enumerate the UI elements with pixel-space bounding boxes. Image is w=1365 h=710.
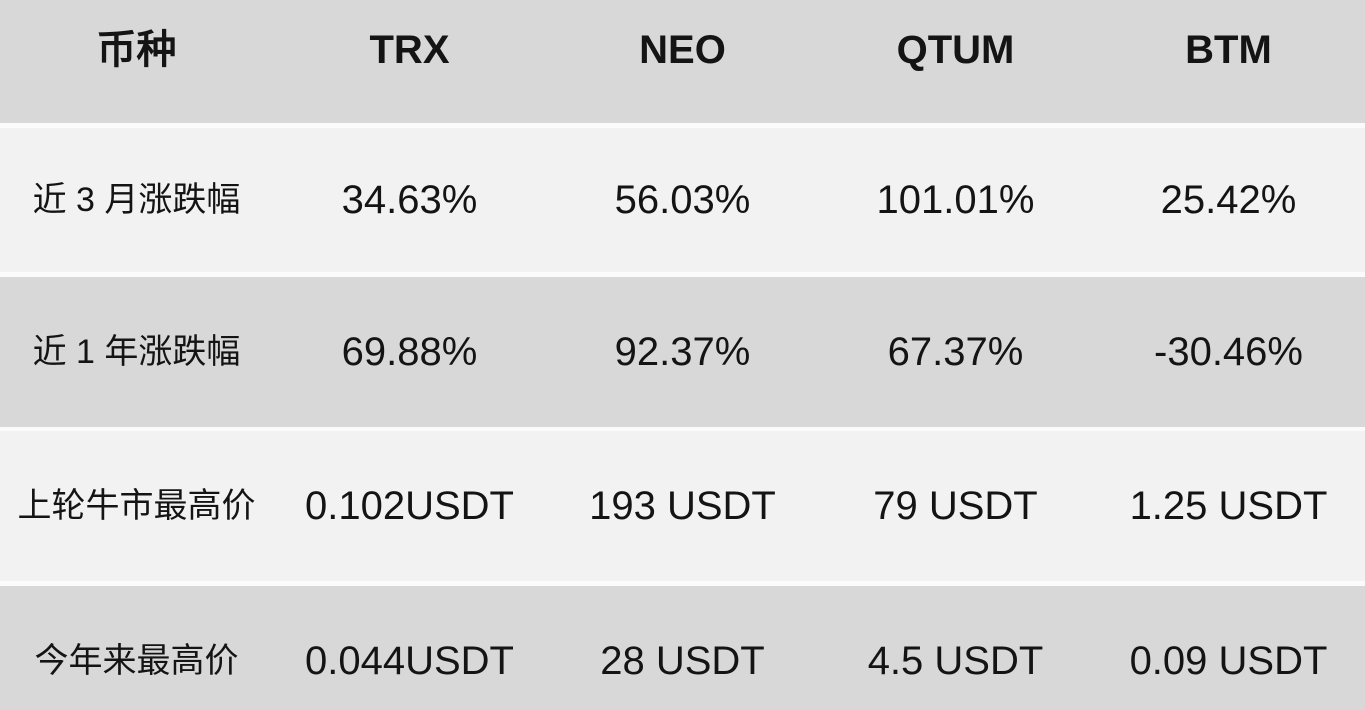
value-cell-neo: 28 USDT: [600, 639, 765, 683]
value-cell-qtum: 101.01%: [876, 178, 1035, 222]
value-cell-btm: 0.09 USDT: [1129, 639, 1328, 683]
header-cell-neo: NEO: [639, 27, 726, 72]
value-cell-trx: 69.88%: [341, 330, 478, 374]
value-cell-btm: 1.25 USDT: [1129, 484, 1328, 528]
value-cell-qtum: 67.37%: [887, 330, 1024, 374]
header-cell-trx: TRX: [369, 27, 450, 72]
value-cell-neo: 56.03%: [614, 178, 751, 222]
row-label: 近 1 年涨跌幅: [32, 333, 241, 371]
table-header-row: 币种 TRX NEO QTUM BTM: [0, 0, 1365, 123]
value-cell-btm: 25.42%: [1160, 178, 1297, 222]
row-label: 上轮牛市最高价: [17, 487, 256, 525]
value-cell-trx: 34.63%: [341, 178, 478, 222]
table-row-ytd-high: 今年来最高价 0.044USDT 28 USDT 4.5 USDT 0.09 U…: [0, 586, 1365, 710]
value-cell-btm: -30.46%: [1154, 330, 1303, 374]
table-row-last-bull-high: 上轮牛市最高价 0.102USDT 193 USDT 79 USDT 1.25 …: [0, 431, 1365, 581]
table-row-3month-change: 近 3 月涨跌幅 34.63% 56.03% 101.01% 25.42%: [0, 128, 1365, 272]
value-cell-qtum: 4.5 USDT: [867, 639, 1044, 683]
value-cell-neo: 193 USDT: [589, 484, 776, 528]
header-cell-qtum: QTUM: [896, 27, 1015, 72]
row-label: 近 3 月涨跌幅: [32, 181, 241, 219]
value-cell-neo: 92.37%: [614, 330, 751, 374]
value-cell-trx: 0.044USDT: [305, 639, 514, 683]
header-cell-currency: 币种: [96, 27, 177, 72]
value-cell-trx: 0.102USDT: [305, 484, 514, 528]
header-cell-btm: BTM: [1185, 27, 1272, 72]
row-label: 今年来最高价: [34, 642, 239, 680]
table-row-1year-change: 近 1 年涨跌幅 69.88% 92.37% 67.37% -30.46%: [0, 277, 1365, 427]
value-cell-qtum: 79 USDT: [873, 484, 1038, 528]
